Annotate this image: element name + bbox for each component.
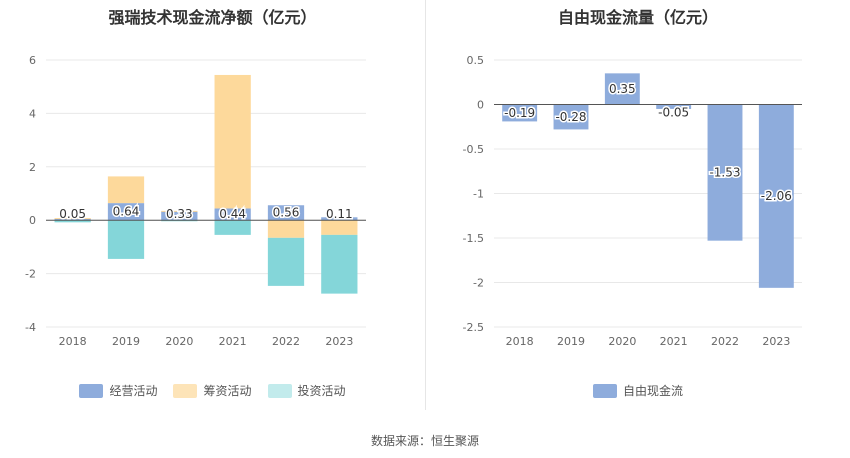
bar-1-2020 <box>161 210 198 212</box>
cash-flow-chart: -4 -2 0 2 4 6 2018 2019 2020 2021 2022 2023 0.05 0.64… <box>25 54 366 348</box>
free-cash-flow-chart: -2.5 -2 -1.5 -1 -0.5 0 0.5 2018 2019 2020 2021 2022… <box>463 54 802 348</box>
panel-divider <box>425 0 426 410</box>
y-tick-label: 6 <box>29 54 36 67</box>
bar-0-2018 <box>54 218 91 221</box>
data-label: -1.53 <box>709 166 740 180</box>
y-tick-label: -2 <box>473 277 484 290</box>
free-cash-flow-chart-panel: 自由现金流量（亿元） -2.5 -2 -1.5 -1 -0.5 0 0.5 2018 2019 2… <box>426 0 850 410</box>
legend-item-financing[interactable]: 筹资活动 <box>173 382 252 399</box>
x-tick-label: 2018 <box>59 335 87 348</box>
right-chart-title: 自由现金流量（亿元） <box>557 8 718 27</box>
x-tick-label: 2020 <box>165 335 193 348</box>
data-label: 0.56 <box>273 206 300 220</box>
bar-2-2018 <box>54 220 91 223</box>
left-legend: 经营活动 筹资活动 投资活动 <box>0 382 425 399</box>
bar-1-2023 <box>321 220 358 235</box>
x-tick-label: 2021 <box>660 335 688 348</box>
x-tick-label: 2021 <box>219 335 247 348</box>
data-label: 0.44 <box>219 207 246 221</box>
y-tick-label: 0 <box>29 214 36 227</box>
bar-0-2020 <box>604 73 640 105</box>
bar-0-2023 <box>321 217 358 221</box>
bar-2-2020 <box>161 220 198 222</box>
y-tick-label: -4 <box>25 321 36 334</box>
x-tick-label: 2019 <box>557 335 585 348</box>
y-tick-label: 4 <box>29 107 36 120</box>
y-tick-label: 0.5 <box>467 54 485 67</box>
bar-0-2022 <box>707 104 743 241</box>
legend-swatch-investing <box>267 383 292 398</box>
data-source: 数据来源：恒生聚源 <box>370 434 479 448</box>
bar-0-2020 <box>161 211 198 221</box>
x-tick-label: 2020 <box>608 335 636 348</box>
y-tick-label: -0.5 <box>463 143 484 156</box>
bar-0-2021 <box>656 104 692 109</box>
bar-1-2018 <box>54 218 91 220</box>
data-label: -0.28 <box>555 110 586 124</box>
x-tick-label: 2022 <box>711 335 739 348</box>
y-tick-label: 0 <box>477 99 484 112</box>
left-chart-title: 强瑞技术现金流净额（亿元） <box>108 8 317 27</box>
bar-2-2021 <box>214 220 251 235</box>
legend-item-free-cash-flow[interactable]: 自由现金流 <box>592 382 683 399</box>
legend-label-financing: 筹资活动 <box>203 384 252 398</box>
y-tick-label: -2.5 <box>463 321 484 334</box>
y-tick-label: 2 <box>29 161 36 174</box>
y-tick-label: -1 <box>473 188 484 201</box>
bar-0-2022 <box>267 205 305 221</box>
legend-swatch-free-cash-flow <box>592 383 617 398</box>
data-label: 0.05 <box>59 207 86 221</box>
cash-flow-chart-panel: 强瑞技术现金流净额（亿元） -4 -2 0 2 4 6 2018 2019 2020 2021 20… <box>0 0 425 410</box>
data-label: 0.35 <box>609 82 636 96</box>
bar-1-2021 <box>214 74 251 209</box>
legend-swatch-operating <box>79 383 104 398</box>
x-tick-label: 2019 <box>112 335 140 348</box>
bar-1-2019 <box>107 176 145 204</box>
bar-2-2022 <box>267 237 305 286</box>
data-label: -0.19 <box>504 106 535 120</box>
x-tick-label: 2018 <box>506 335 534 348</box>
legend-item-operating[interactable]: 经营活动 <box>79 382 157 399</box>
data-label: 0.64 <box>113 205 140 219</box>
bar-2-2023 <box>321 234 358 294</box>
legend-swatch-financing <box>173 383 198 398</box>
legend-label-operating: 经营活动 <box>109 384 158 398</box>
x-tick-label: 2023 <box>762 335 790 348</box>
legend-label-free-cash-flow: 自由现金流 <box>622 384 683 398</box>
bar-0-2019 <box>107 203 145 221</box>
bar-0-2019 <box>553 104 589 130</box>
bar-0-2023 <box>758 104 794 288</box>
bar-0-2018 <box>502 104 538 122</box>
y-tick-label: -1.5 <box>463 232 484 245</box>
right-legend: 自由现金流 <box>426 382 850 399</box>
bar-1-2022 <box>267 220 305 238</box>
bar-0-2021 <box>214 208 251 221</box>
x-tick-label: 2023 <box>325 335 353 348</box>
data-label: -0.05 <box>658 106 689 120</box>
bar-2-2019 <box>107 220 145 259</box>
data-label: 0.11 <box>326 207 353 221</box>
x-tick-label: 2022 <box>272 335 300 348</box>
data-label: -2.06 <box>761 189 792 203</box>
legend-item-investing[interactable]: 投资活动 <box>267 382 346 399</box>
data-label: 0.33 <box>166 207 193 221</box>
legend-label-investing: 投资活动 <box>297 384 346 398</box>
y-tick-label: -2 <box>25 268 36 281</box>
